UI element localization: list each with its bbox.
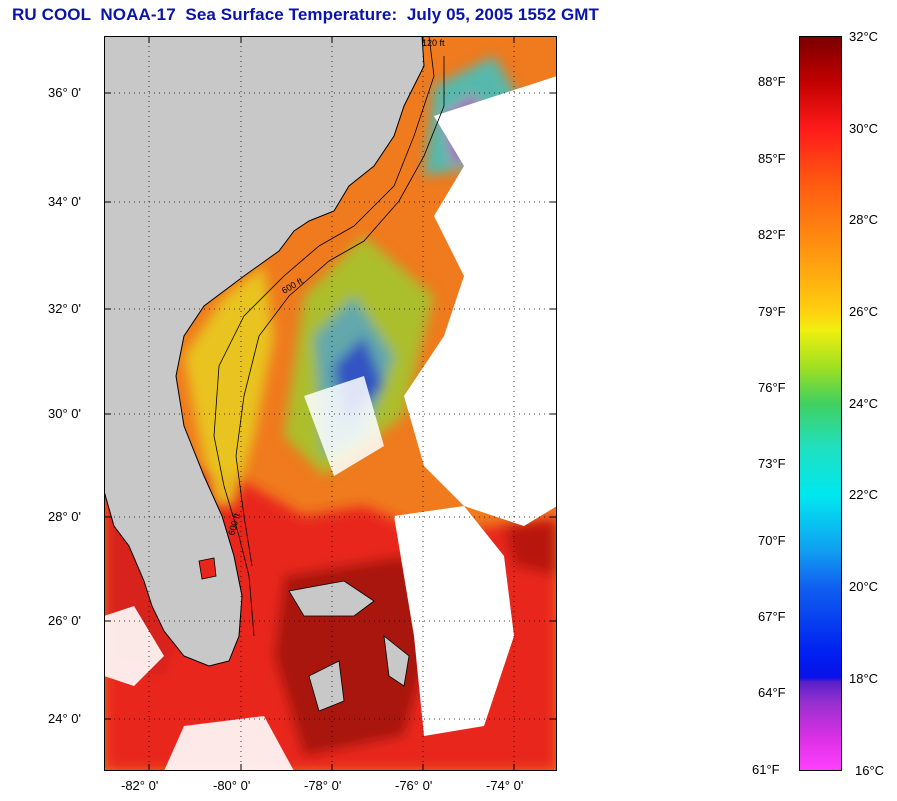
fahrenheit-label: 61°F bbox=[752, 762, 780, 777]
graticule bbox=[104, 36, 557, 771]
latitude-label: 30° 0' bbox=[48, 406, 81, 421]
coastline bbox=[104, 36, 425, 667]
sst-map-canvas: 120 ft 600 ft 600 ft bbox=[104, 36, 557, 771]
fahrenheit-label: 64°F bbox=[758, 685, 786, 700]
latitude-label: 34° 0' bbox=[48, 194, 81, 209]
fahrenheit-label: 82°F bbox=[758, 227, 786, 242]
longitude-label: -76° 0' bbox=[395, 778, 433, 793]
latitude-label: 26° 0' bbox=[48, 613, 81, 628]
latitude-label: 24° 0' bbox=[48, 711, 81, 726]
latitude-label: 28° 0' bbox=[48, 509, 81, 524]
celsius-label: 24°C bbox=[849, 396, 879, 411]
sst-map[interactable]: 120 ft 600 ft 600 ft bbox=[104, 36, 557, 771]
latitude-label: 36° 0' bbox=[48, 85, 81, 100]
fahrenheit-label: 85°F bbox=[758, 151, 786, 166]
map-ticks bbox=[104, 36, 557, 771]
celsius-label: 18°C bbox=[849, 671, 879, 686]
celsius-label: 32°C bbox=[849, 29, 879, 44]
bahamas-islands bbox=[198, 557, 410, 712]
celsius-label: 26°C bbox=[849, 304, 879, 319]
map-border bbox=[104, 36, 557, 771]
fahrenheit-label: 79°F bbox=[758, 304, 786, 319]
longitude-label: -78° 0' bbox=[304, 778, 342, 793]
longitude-label: -82° 0' bbox=[121, 778, 159, 793]
celsius-label: 28°C bbox=[849, 212, 879, 227]
celsius-label: 22°C bbox=[849, 487, 879, 502]
longitude-label: -80° 0' bbox=[213, 778, 251, 793]
cloud-cover bbox=[104, 76, 557, 771]
fahrenheit-label: 73°F bbox=[758, 456, 786, 471]
fahrenheit-label: 67°F bbox=[758, 609, 786, 624]
map-title: RU COOL NOAA-17 Sea Surface Temperature:… bbox=[12, 5, 600, 24]
fahrenheit-label: 88°F bbox=[758, 74, 786, 89]
fahrenheit-label: 76°F bbox=[758, 380, 786, 395]
svg-text:120 ft: 120 ft bbox=[422, 38, 445, 48]
temperature-colorbar bbox=[799, 36, 842, 771]
longitude-label: -74° 0' bbox=[486, 778, 524, 793]
fahrenheit-label: 70°F bbox=[758, 533, 786, 548]
latitude-label: 32° 0' bbox=[48, 301, 81, 316]
celsius-label: 30°C bbox=[849, 121, 879, 136]
celsius-label: 16°C bbox=[855, 763, 885, 778]
celsius-label: 20°C bbox=[849, 579, 879, 594]
isobath-lines bbox=[213, 36, 445, 637]
